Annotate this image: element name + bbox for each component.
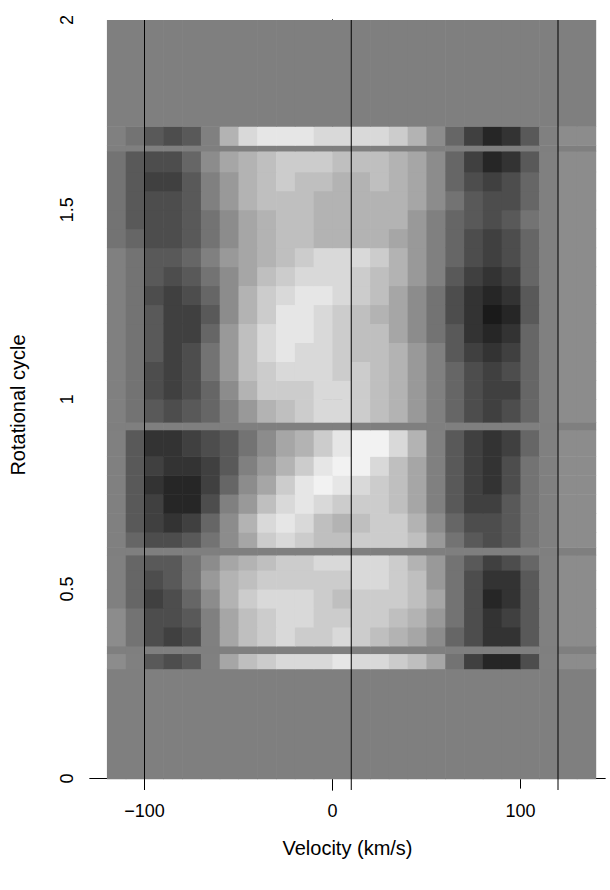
svg-text:1.5: 1.5 — [57, 197, 77, 222]
svg-text:1: 1 — [57, 394, 77, 404]
svg-text:2: 2 — [57, 15, 77, 25]
svg-text:100: 100 — [505, 801, 535, 821]
svg-text:Rotational cycle: Rotational cycle — [7, 334, 29, 475]
svg-text:0: 0 — [327, 801, 337, 821]
svg-text:Velocity (km/s): Velocity (km/s) — [282, 837, 412, 859]
svg-text:−100: −100 — [124, 801, 165, 821]
svg-text:0: 0 — [57, 774, 77, 784]
svg-text:0.5: 0.5 — [57, 576, 77, 601]
